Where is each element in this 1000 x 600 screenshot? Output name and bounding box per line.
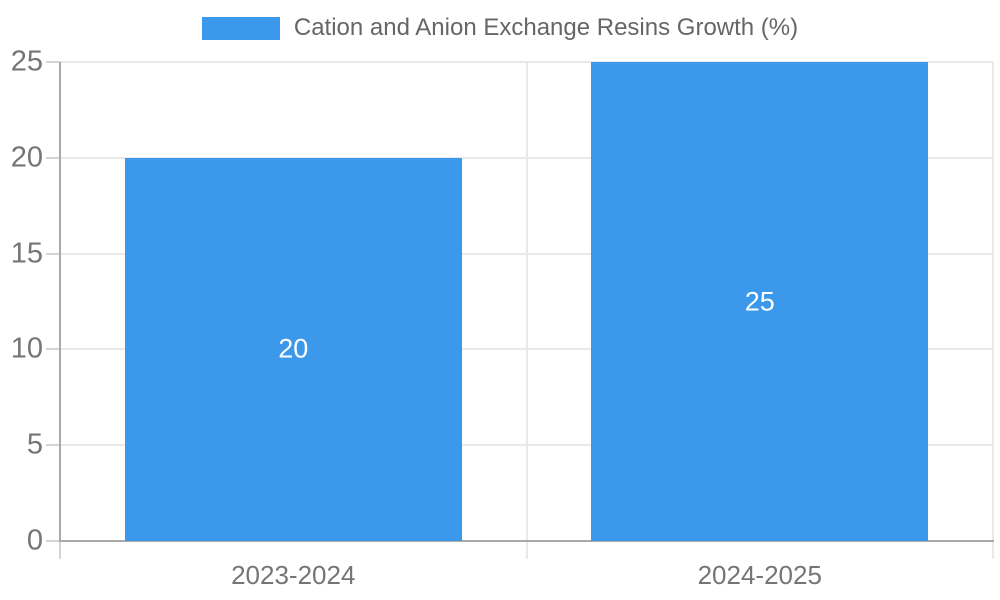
y-tick-mark — [46, 444, 60, 447]
bar-value-label: 20 — [278, 333, 309, 364]
bar[interactable] — [591, 62, 929, 541]
bar[interactable] — [124, 157, 462, 541]
y-tick-label: 15 — [10, 237, 43, 270]
x-axis-line — [59, 540, 994, 542]
x-tick-label: 2024-2025 — [697, 560, 822, 590]
x-tick-label: 2023-2024 — [231, 560, 356, 590]
y-tick-label: 0 — [26, 524, 43, 557]
legend-swatch-icon — [201, 16, 280, 40]
y-tick-label: 5 — [26, 428, 43, 461]
y-tick-mark — [46, 540, 60, 542]
y-tick-label: 10 — [10, 332, 43, 365]
category-gridline — [992, 62, 994, 559]
y-tick-mark — [46, 61, 60, 63]
y-tick-label: 20 — [10, 141, 43, 174]
y-tick-mark — [46, 252, 60, 255]
y-tick-mark — [46, 156, 60, 159]
legend-label: Cation and Anion Exchange Resins Growth … — [293, 14, 799, 41]
y-tick-mark — [46, 348, 60, 351]
y-axis-line — [59, 62, 61, 541]
legend: Cation and Anion Exchange Resins Growth … — [0, 14, 1000, 42]
y-tick-label: 25 — [10, 45, 43, 78]
x-axis-left-tick — [59, 541, 61, 559]
legend-item[interactable]: Cation and Anion Exchange Resins Growth … — [201, 14, 799, 42]
category-gridline — [525, 62, 528, 559]
bar-value-label: 25 — [744, 286, 775, 316]
